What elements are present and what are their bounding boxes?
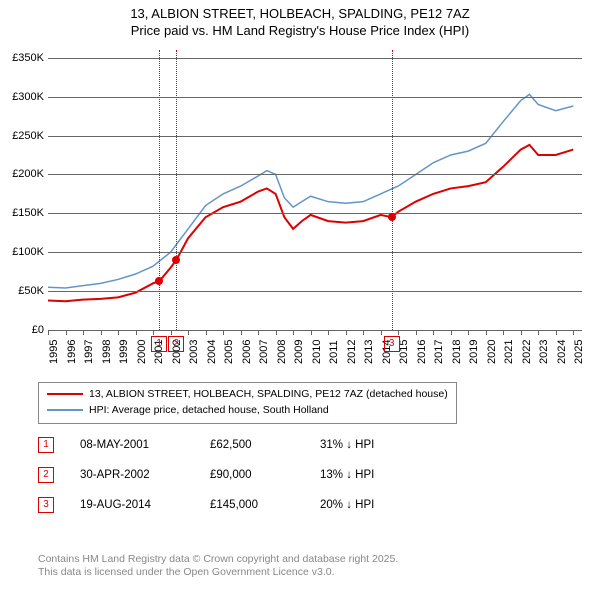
legend-swatch xyxy=(47,409,83,411)
legend-label: 13, ALBION STREET, HOLBEACH, SPALDING, P… xyxy=(89,388,448,400)
transaction-marker-box: 3 xyxy=(384,336,400,352)
legend-item: 13, ALBION STREET, HOLBEACH, SPALDING, P… xyxy=(47,387,448,403)
x-axis-label: 1997 xyxy=(83,340,95,364)
transaction-date: 30-APR-2002 xyxy=(80,469,210,481)
transaction-date: 08-MAY-2001 xyxy=(80,439,210,451)
x-axis-label: 1995 xyxy=(48,340,60,364)
x-axis-label: 2006 xyxy=(241,340,253,364)
y-axis-label: £100K xyxy=(0,246,44,258)
y-axis-label: £200K xyxy=(0,168,44,180)
x-axis-label: 2013 xyxy=(363,340,375,364)
y-axis-label: £0 xyxy=(0,324,44,336)
license-line2: This data is licensed under the Open Gov… xyxy=(38,566,398,580)
line-svg xyxy=(48,50,582,330)
x-axis-label: 2009 xyxy=(293,340,305,364)
x-axis-label: 1996 xyxy=(66,340,78,364)
transaction-row: 3 19-AUG-2014£145,00020% ↓ HPI xyxy=(38,490,420,520)
transaction-num-box: 2 xyxy=(38,467,54,483)
x-axis-label: 1999 xyxy=(118,340,130,364)
transaction-marker-box: 2 xyxy=(168,336,184,352)
x-axis-label: 2023 xyxy=(538,340,550,364)
title-line2: Price paid vs. HM Land Registry's House … xyxy=(0,23,600,40)
transaction-point xyxy=(172,256,180,264)
transaction-row: 1 08-MAY-2001£62,50031% ↓ HPI xyxy=(38,430,420,460)
transaction-num-box: 3 xyxy=(38,497,54,513)
x-axis-label: 2007 xyxy=(258,340,270,364)
x-axis-label: 2021 xyxy=(503,340,515,364)
transaction-diff: 13% ↓ HPI xyxy=(320,469,420,481)
x-axis-label: 2005 xyxy=(223,340,235,364)
series-hpi xyxy=(48,94,573,288)
transaction-table: 1 08-MAY-2001£62,50031% ↓ HPI 2 30-APR-2002… xyxy=(38,430,420,520)
legend-label: HPI: Average price, detached house, Sout… xyxy=(89,404,329,416)
transaction-marker-line xyxy=(392,50,393,330)
series-price_paid xyxy=(48,145,573,301)
x-axis-label: 2018 xyxy=(451,340,463,364)
x-axis-label: 2017 xyxy=(433,340,445,364)
x-axis-label: 2010 xyxy=(311,340,323,364)
transaction-diff: 20% ↓ HPI xyxy=(320,499,420,511)
x-axis-label: 2024 xyxy=(556,340,568,364)
legend-item: HPI: Average price, detached house, Sout… xyxy=(47,403,448,419)
transaction-price: £90,000 xyxy=(210,469,320,481)
x-axis-label: 2012 xyxy=(346,340,358,364)
x-axis-label: 2025 xyxy=(573,340,585,364)
legend-swatch xyxy=(47,393,83,395)
transaction-date: 19-AUG-2014 xyxy=(80,499,210,511)
x-axis-label: 2020 xyxy=(486,340,498,364)
x-axis-label: 2016 xyxy=(416,340,428,364)
transaction-price: £145,000 xyxy=(210,499,320,511)
transaction-price: £62,500 xyxy=(210,439,320,451)
transaction-marker-line xyxy=(159,50,160,330)
y-axis-label: £150K xyxy=(0,207,44,219)
transaction-diff: 31% ↓ HPI xyxy=(320,439,420,451)
title-line1: 13, ALBION STREET, HOLBEACH, SPALDING, P… xyxy=(0,6,600,23)
license-text: Contains HM Land Registry data © Crown c… xyxy=(38,553,398,580)
x-axis-label: 2003 xyxy=(188,340,200,364)
x-axis-label: 2004 xyxy=(206,340,218,364)
x-axis-label: 2022 xyxy=(521,340,533,364)
transaction-point xyxy=(155,277,163,285)
chart-title: 13, ALBION STREET, HOLBEACH, SPALDING, P… xyxy=(0,0,600,40)
x-axis-label: 2015 xyxy=(398,340,410,364)
transaction-marker-line xyxy=(176,50,177,330)
chart-container: 13, ALBION STREET, HOLBEACH, SPALDING, P… xyxy=(0,0,600,590)
x-axis-label: 2011 xyxy=(328,340,340,364)
x-axis-label: 1998 xyxy=(101,340,113,364)
transaction-marker-box: 1 xyxy=(151,336,167,352)
transaction-num-box: 1 xyxy=(38,437,54,453)
plot-area: £0£50K£100K£150K£200K£250K£300K£350K1995… xyxy=(48,50,582,331)
transaction-point xyxy=(388,213,396,221)
legend: 13, ALBION STREET, HOLBEACH, SPALDING, P… xyxy=(38,382,457,424)
y-axis-label: £50K xyxy=(0,285,44,297)
transaction-row: 2 30-APR-2002£90,00013% ↓ HPI xyxy=(38,460,420,490)
y-axis-label: £350K xyxy=(0,52,44,64)
y-axis-label: £300K xyxy=(0,91,44,103)
license-line1: Contains HM Land Registry data © Crown c… xyxy=(38,553,398,567)
x-axis-label: 2000 xyxy=(136,340,148,364)
x-axis-label: 2008 xyxy=(276,340,288,364)
x-axis-label: 2019 xyxy=(468,340,480,364)
y-axis-label: £250K xyxy=(0,130,44,142)
